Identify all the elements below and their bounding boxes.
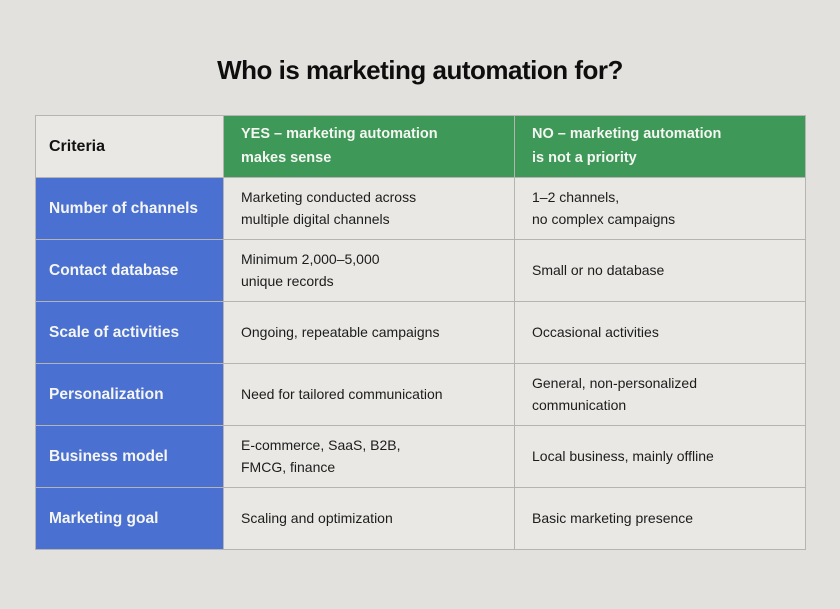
yes-cell: Need for tailored communication <box>224 364 514 425</box>
no-cell: Local business, mainly offline <box>515 426 805 487</box>
comparison-table: Criteria YES – marketing automation make… <box>35 115 806 550</box>
no-cell: Small or no database <box>515 240 805 301</box>
criteria-cell-business-model: Business model <box>36 426 223 487</box>
header-cell-criteria: Criteria <box>36 116 223 177</box>
criteria-cell-marketing-goal: Marketing goal <box>36 488 223 549</box>
criteria-cell-personalization: Personalization <box>36 364 223 425</box>
yes-cell: Marketing conducted across multiple digi… <box>224 178 514 239</box>
criteria-cell-number-of-channels: Number of channels <box>36 178 223 239</box>
no-cell: Occasional activities <box>515 302 805 363</box>
no-cell: General, non-personalized communication <box>515 364 805 425</box>
yes-cell: Scaling and optimization <box>224 488 514 549</box>
criteria-cell-scale-of-activities: Scale of activities <box>36 302 223 363</box>
yes-cell: E-commerce, SaaS, B2B, FMCG, finance <box>224 426 514 487</box>
no-cell: Basic marketing presence <box>515 488 805 549</box>
header-cell-no: NO – marketing automation is not a prior… <box>515 116 805 177</box>
page-title: Who is marketing automation for? <box>217 55 623 85</box>
yes-cell: Minimum 2,000–5,000 unique records <box>224 240 514 301</box>
criteria-cell-contact-database: Contact database <box>36 240 223 301</box>
yes-cell: Ongoing, repeatable campaigns <box>224 302 514 363</box>
header-cell-yes: YES – marketing automation makes sense <box>224 116 514 177</box>
no-cell: 1–2 channels, no complex campaigns <box>515 178 805 239</box>
